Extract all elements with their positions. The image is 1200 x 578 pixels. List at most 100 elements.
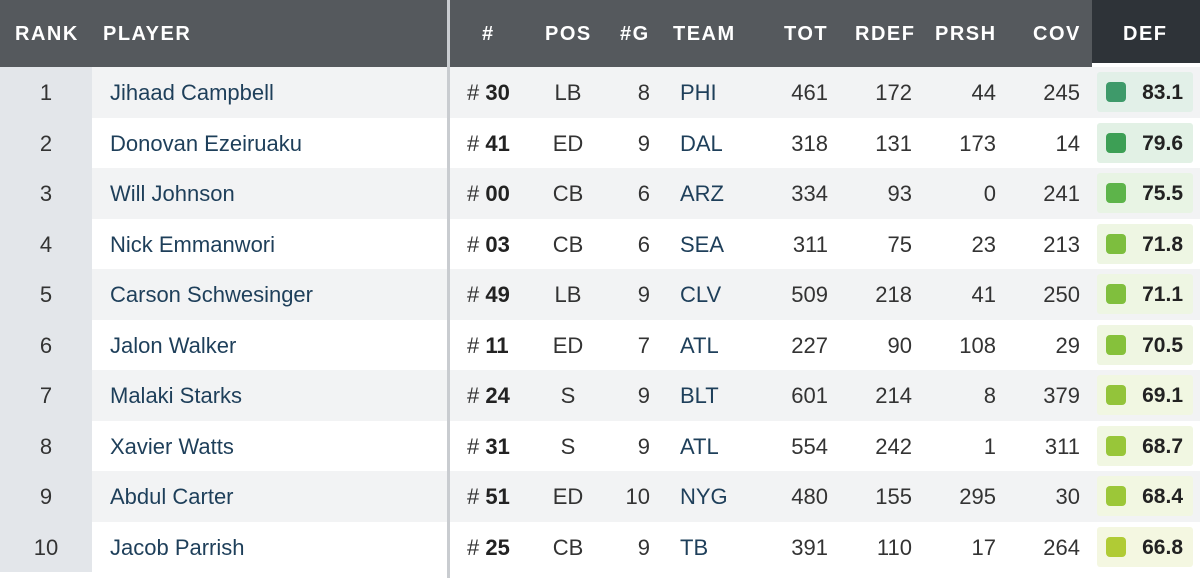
games-value: 8	[637, 80, 650, 105]
column-header-team[interactable]: TEAM	[673, 23, 736, 45]
grade-color-swatch	[1106, 233, 1126, 254]
prsh-value: 8	[983, 383, 996, 408]
player-name-link[interactable]: Nick Emmanwori	[110, 231, 276, 257]
table-row[interactable]: 2 Donovan Ezeiruaku # 41 ED 9 DAL 318 131 173 14 7…	[0, 117, 1200, 168]
tot-value: 227	[791, 332, 828, 358]
team-link[interactable]: SEA	[680, 231, 725, 257]
column-header-jersey[interactable]: #	[482, 23, 495, 45]
table-row[interactable]: 6 Jalon Walker # 11 ED 7 ATL 227 90 108 29 70.5	[0, 319, 1200, 371]
player-name-link[interactable]: Malaki Starks	[110, 383, 243, 408]
jersey-hash: #	[467, 484, 480, 509]
table-row[interactable]: 1 Jihaad Campbell # 30 LB 8 PHI 461 172 44 245 83.…	[0, 67, 1200, 118]
team-link[interactable]: CLV	[680, 282, 722, 307]
jersey-digits: 11	[485, 332, 509, 358]
player-name-link[interactable]: Abdul Carter	[110, 484, 234, 509]
tot-value: 601	[791, 383, 828, 408]
jersey-number: # 31	[467, 421, 510, 472]
team-link[interactable]: BLT	[680, 383, 719, 408]
rank-value: 7	[39, 383, 53, 408]
player-name-link[interactable]: Jalon Walker	[110, 332, 237, 358]
team-link[interactable]: ATL	[680, 332, 719, 358]
def-grade-value: 70.5	[1142, 333, 1183, 357]
def-grade-badge: 66.8	[1097, 526, 1193, 567]
team-link[interactable]: ATL	[680, 433, 719, 459]
cov-value: 213	[1043, 231, 1080, 257]
rdef-value: 155	[875, 484, 912, 509]
column-header-tot[interactable]: TOT	[784, 23, 829, 45]
rank-cell-bg	[0, 319, 92, 370]
team-link[interactable]: ARZ	[680, 181, 724, 206]
cov-value: 379	[1043, 383, 1080, 408]
table-row[interactable]: 8 Xavier Watts # 31 S 9 ATL 554 242 1 311 68.7	[0, 420, 1200, 472]
games-value: 9	[637, 383, 650, 408]
column-header-games[interactable]: #G	[620, 23, 650, 45]
table-row[interactable]: 7 Malaki Starks # 24 S 9 BLT 601 214 8 379 69.1	[0, 370, 1200, 421]
player-name-link[interactable]: Jihaad Campbell	[110, 80, 274, 105]
cov-value: 241	[1043, 181, 1080, 206]
jersey-digits: 49	[485, 282, 510, 307]
column-header-player[interactable]: PLAYER	[103, 23, 192, 45]
tot-value: 461	[791, 80, 828, 105]
tot-value: 391	[791, 534, 828, 560]
rank-cell-bg	[0, 471, 92, 522]
rank-value: 10	[33, 534, 59, 560]
table-row[interactable]: 9 Abdul Carter # 51 ED 10 NYG 480 155 295 30 68.4	[0, 471, 1200, 522]
grade-color-swatch	[1106, 284, 1126, 304]
rdef-value: 214	[875, 383, 912, 408]
prsh-value: 295	[959, 484, 996, 509]
table-row[interactable]: 10 Jacob Parrish # 25 CB 9 TB 391 110 17 264 66.8	[0, 521, 1200, 572]
player-name-link[interactable]: Donovan Ezeiruaku	[110, 130, 303, 156]
jersey-hash: #	[467, 433, 480, 459]
rank-cell-bg	[0, 117, 92, 168]
prsh-value: 23	[971, 231, 996, 257]
def-grade-value: 69.1	[1142, 384, 1183, 407]
position-value: S	[560, 383, 576, 408]
jersey-number: # 11	[467, 320, 509, 371]
prsh-value: 41	[971, 282, 996, 307]
jersey-hash: #	[467, 80, 480, 105]
rdef-value: 93	[887, 181, 912, 206]
jersey-digits: 25	[485, 534, 510, 560]
column-header-rdef[interactable]: RDEF	[855, 23, 916, 45]
jersey-hash: #	[467, 534, 480, 560]
def-grade-badge: 70.5	[1097, 324, 1193, 365]
games-value: 7	[637, 332, 650, 358]
table-row[interactable]: 4 Nick Emmanwori # 03 CB 6 SEA 311 75 23 213 71.8	[0, 218, 1200, 269]
tot-value: 311	[792, 231, 828, 257]
column-header-def-active[interactable]: DEF	[1092, 0, 1200, 67]
rank-cell-bg	[0, 67, 92, 118]
table-row[interactable]: 3 Will Johnson # 00 CB 6 ARZ 334 93 0 241 75.5	[0, 168, 1200, 219]
cov-value: 30	[1055, 484, 1080, 509]
team-link[interactable]: DAL	[680, 130, 723, 156]
player-name-link[interactable]: Jacob Parrish	[110, 534, 245, 560]
jersey-number: # 51	[467, 471, 510, 522]
position-value: CB	[552, 534, 584, 560]
games-value: 9	[637, 282, 650, 307]
tot-value: 554	[791, 433, 828, 459]
rank-value: 6	[39, 332, 53, 358]
team-link[interactable]: NYG	[680, 484, 728, 509]
column-header-rank[interactable]: RANK	[15, 23, 79, 45]
column-header-pos[interactable]: POS	[545, 23, 592, 45]
grade-color-swatch	[1106, 385, 1126, 405]
column-header-prsh[interactable]: PRSH	[935, 23, 997, 45]
team-link[interactable]: PHI	[680, 80, 717, 105]
grade-color-swatch	[1106, 435, 1126, 456]
jersey-number: # 00	[467, 168, 510, 219]
table-row[interactable]: 5 Carson Schwesinger # 49 LB 9 CLV 509 218 41 250…	[0, 269, 1200, 320]
player-name-link[interactable]: Xavier Watts	[110, 433, 234, 459]
jersey-hash: #	[467, 282, 480, 307]
prsh-value: 44	[971, 80, 996, 105]
rank-cell-bg	[0, 218, 92, 269]
def-grade-value: 71.1	[1142, 283, 1183, 306]
prsh-value: 108	[959, 332, 996, 358]
column-header-cov[interactable]: COV	[1033, 23, 1081, 45]
jersey-digits: 03	[485, 231, 510, 257]
def-grade-value: 75.5	[1142, 182, 1183, 205]
player-name-link[interactable]: Carson Schwesinger	[110, 282, 313, 307]
team-link[interactable]: TB	[680, 534, 709, 560]
player-name-link[interactable]: Will Johnson	[110, 181, 235, 206]
def-grade-value: 68.7	[1142, 434, 1183, 458]
position-value: ED	[552, 484, 584, 509]
